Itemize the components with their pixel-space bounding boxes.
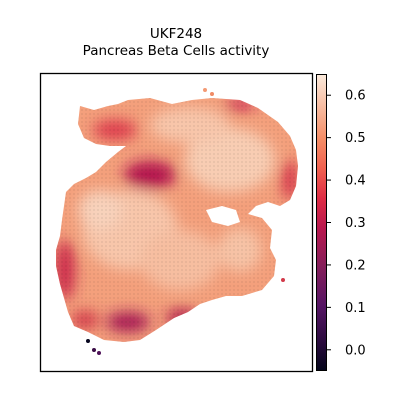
tissue-spots (56, 98, 298, 342)
colorbar-tick-label: 0.4 (345, 174, 366, 189)
spot (203, 88, 207, 92)
spot (92, 348, 96, 352)
colorbar-tick-label: 0.5 (345, 131, 366, 146)
colorbar-tick-label: 0.2 (345, 258, 366, 273)
colorbar-tick-label: 0.0 (345, 343, 366, 358)
colorbar-tick-label: 0.1 (345, 301, 366, 316)
outlier-spots (86, 88, 285, 355)
colorbar: 0.0 0.1 0.2 0.3 0.4 0.5 0.6 (316, 74, 366, 371)
colorbar-frame (316, 74, 327, 371)
colorbar-tick-label: 0.6 (345, 89, 366, 104)
spot (210, 92, 214, 96)
chart-title-line-2: Pancreas Beta Cells activity (82, 43, 270, 59)
colorbar-tick-label: 0.3 (345, 216, 366, 231)
spot (86, 339, 90, 343)
colorbar-gradient (316, 74, 327, 371)
colorbar-ticks: 0.0 0.1 0.2 0.3 0.4 0.5 0.6 (327, 89, 366, 358)
spot (281, 278, 285, 282)
plot-frame (39, 72, 314, 373)
spot-texture (56, 98, 298, 342)
tissue-gap (206, 206, 240, 226)
spot (97, 351, 101, 355)
chart-title-line-1: UKF248 (149, 26, 203, 42)
